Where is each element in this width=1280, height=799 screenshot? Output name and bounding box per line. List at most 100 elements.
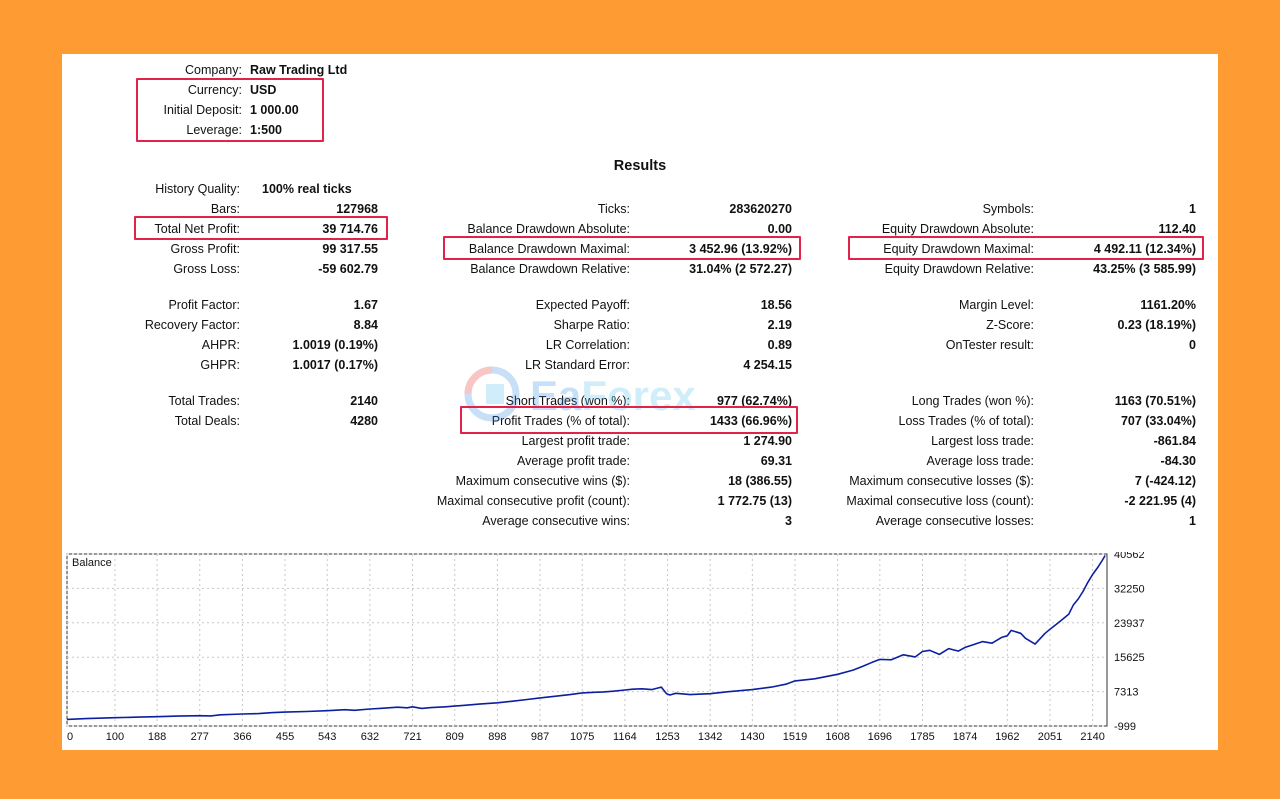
average-profit-trade-label: Average profit trade:	[516, 454, 630, 468]
loss-trades-value: 707 (33.04%)	[1120, 414, 1196, 428]
average-consecutive-wins-value: 3	[785, 514, 792, 528]
x-tick-label: 1962	[995, 731, 1019, 743]
y-tick-label: 15625	[1114, 652, 1145, 664]
y-tick-label: 32250	[1114, 583, 1145, 595]
x-tick-label: 1164	[613, 731, 637, 743]
ontester-result-label: OnTester result:	[945, 338, 1034, 352]
plot-frame	[66, 553, 1108, 727]
x-tick-label: 1075	[570, 731, 594, 743]
long-trades-value: 1163 (70.51%)	[1114, 394, 1196, 408]
total-deals-label: Total Deals:	[174, 414, 240, 428]
x-tick-label: 898	[488, 731, 506, 743]
profit-trades-label: Profit Trades (% of total):	[491, 414, 630, 428]
z-score-value: 0.23 (18.19%)	[1117, 318, 1196, 332]
ticks-label: Ticks:	[597, 202, 630, 216]
average-consecutive-losses-value: 1	[1189, 514, 1196, 528]
loss-trades-label: Loss Trades (% of total):	[898, 414, 1034, 428]
maximal-consecutive-loss-value: -2 221.95 (4)	[1124, 494, 1196, 508]
x-tick-label: 2140	[1080, 731, 1104, 743]
balance-series-line	[66, 555, 1106, 721]
x-tick-label: 1253	[655, 731, 679, 743]
ticks-value: 283620270	[729, 202, 792, 216]
gross-profit-label: Gross Profit:	[170, 242, 240, 256]
balance-drawdown-maximal-value: 3 452.96 (13.92%)	[689, 242, 792, 256]
gross-loss-label: Gross Loss:	[173, 262, 240, 276]
max-consecutive-wins-label: Maximum consecutive wins ($):	[455, 474, 630, 488]
balance-drawdown-maximal-label: Balance Drawdown Maximal:	[468, 242, 630, 256]
average-profit-trade-value: 69.31	[760, 454, 792, 468]
expected-payoff-value: 18.56	[760, 298, 792, 312]
equity-drawdown-maximal-label: Equity Drawdown Maximal:	[883, 242, 1034, 256]
profit-factor-label: Profit Factor:	[168, 298, 240, 312]
ghpr-value: 1.0017 (0.17%)	[292, 358, 378, 372]
ghpr-label: GHPR:	[200, 358, 240, 372]
maximal-consecutive-loss-label: Maximal consecutive loss (count):	[846, 494, 1034, 508]
lr-correlation-label: LR Correlation:	[545, 338, 630, 352]
y-tick-label: 40562	[1114, 552, 1145, 561]
x-tick-label: 721	[403, 731, 421, 743]
y-tick-label: -999	[1114, 721, 1136, 733]
total-net-profit-value: 39 714.76	[322, 222, 378, 236]
total-trades-value: 2140	[350, 394, 378, 408]
x-tick-label: 1608	[825, 731, 849, 743]
chart-title: Balance	[72, 557, 112, 569]
equity-drawdown-relative-value: 43.25% (3 585.99)	[1093, 262, 1196, 276]
maximal-consecutive-profit-label: Maximal consecutive profit (count):	[436, 494, 630, 508]
gross-profit-value: 99 317.55	[322, 242, 378, 256]
expected-payoff-label: Expected Payoff:	[535, 298, 630, 312]
symbols-value: 1	[1189, 202, 1196, 216]
largest-loss-trade-value: -861.84	[1153, 434, 1196, 448]
max-consecutive-losses-value: 7 (-424.12)	[1134, 474, 1196, 488]
balance-chart-svg: 0 100 188 277 366 455 543 632 721 809 898 987 1075 11…	[66, 552, 1145, 743]
average-loss-trade-label: Average loss trade:	[926, 454, 1034, 468]
total-trades-label: Total Trades:	[168, 394, 240, 408]
sharpe-ratio-label: Sharpe Ratio:	[553, 318, 630, 332]
bars-value: 127968	[336, 202, 378, 216]
x-tick-label: 543	[318, 731, 336, 743]
z-score-label: Z-Score:	[986, 318, 1034, 332]
company-label: Company:	[185, 63, 242, 77]
largest-loss-trade-label: Largest loss trade:	[931, 434, 1034, 448]
x-tick-label: 277	[191, 731, 209, 743]
maximal-consecutive-profit-value: 1 772.75 (13)	[717, 494, 792, 508]
equity-drawdown-absolute-value: 112.40	[1158, 222, 1196, 236]
gross-loss-value: -59 602.79	[318, 262, 378, 276]
y-tick-label: 23937	[1114, 618, 1145, 630]
symbols-label: Symbols:	[982, 202, 1034, 216]
max-consecutive-wins-value: 18 (386.55)	[728, 474, 792, 488]
x-tick-label: 100	[106, 731, 124, 743]
long-trades-label: Long Trades (won %):	[911, 394, 1034, 408]
leverage-value: 1:500	[250, 123, 282, 137]
initial-deposit-value: 1 000.00	[250, 103, 299, 117]
x-tick-label: 188	[148, 731, 166, 743]
x-tick-label: 455	[276, 731, 294, 743]
lr-correlation-value: 0.89	[767, 338, 792, 352]
currency-value: USD	[250, 83, 277, 97]
x-tick-label: 1874	[953, 731, 977, 743]
equity-drawdown-relative-label: Equity Drawdown Relative:	[884, 262, 1034, 276]
balance-drawdown-relative-label: Balance Drawdown Relative:	[470, 262, 630, 276]
x-tick-label: 1785	[910, 731, 934, 743]
ontester-result-value: 0	[1189, 338, 1196, 352]
x-tick-label: 1696	[868, 731, 892, 743]
x-tick-label: 632	[361, 731, 379, 743]
x-tick-label: 2051	[1038, 731, 1062, 743]
results-title: Results	[613, 158, 667, 174]
short-trades-label: Short Trades (won %):	[505, 394, 630, 408]
margin-level-label: Margin Level:	[958, 298, 1034, 312]
bars-label: Bars:	[210, 202, 240, 216]
average-consecutive-losses-label: Average consecutive losses:	[875, 514, 1034, 528]
ahpr-value: 1.0019 (0.19%)	[292, 338, 378, 352]
x-tick-label: 987	[531, 731, 549, 743]
total-net-profit-label: Total Net Profit:	[154, 222, 240, 236]
leverage-label: Leverage:	[186, 123, 242, 137]
average-consecutive-wins-label: Average consecutive wins:	[482, 514, 630, 528]
history-quality-label: History Quality:	[155, 182, 240, 196]
x-tick-label: 1430	[740, 731, 764, 743]
x-tick-label: 0	[67, 731, 73, 743]
x-tick-label: 1342	[698, 731, 722, 743]
y-tick-label: 7313	[1114, 687, 1138, 699]
lr-standard-error-label: LR Standard Error:	[525, 358, 630, 372]
currency-label: Currency:	[187, 83, 242, 97]
recovery-factor-value: 8.84	[353, 318, 378, 332]
